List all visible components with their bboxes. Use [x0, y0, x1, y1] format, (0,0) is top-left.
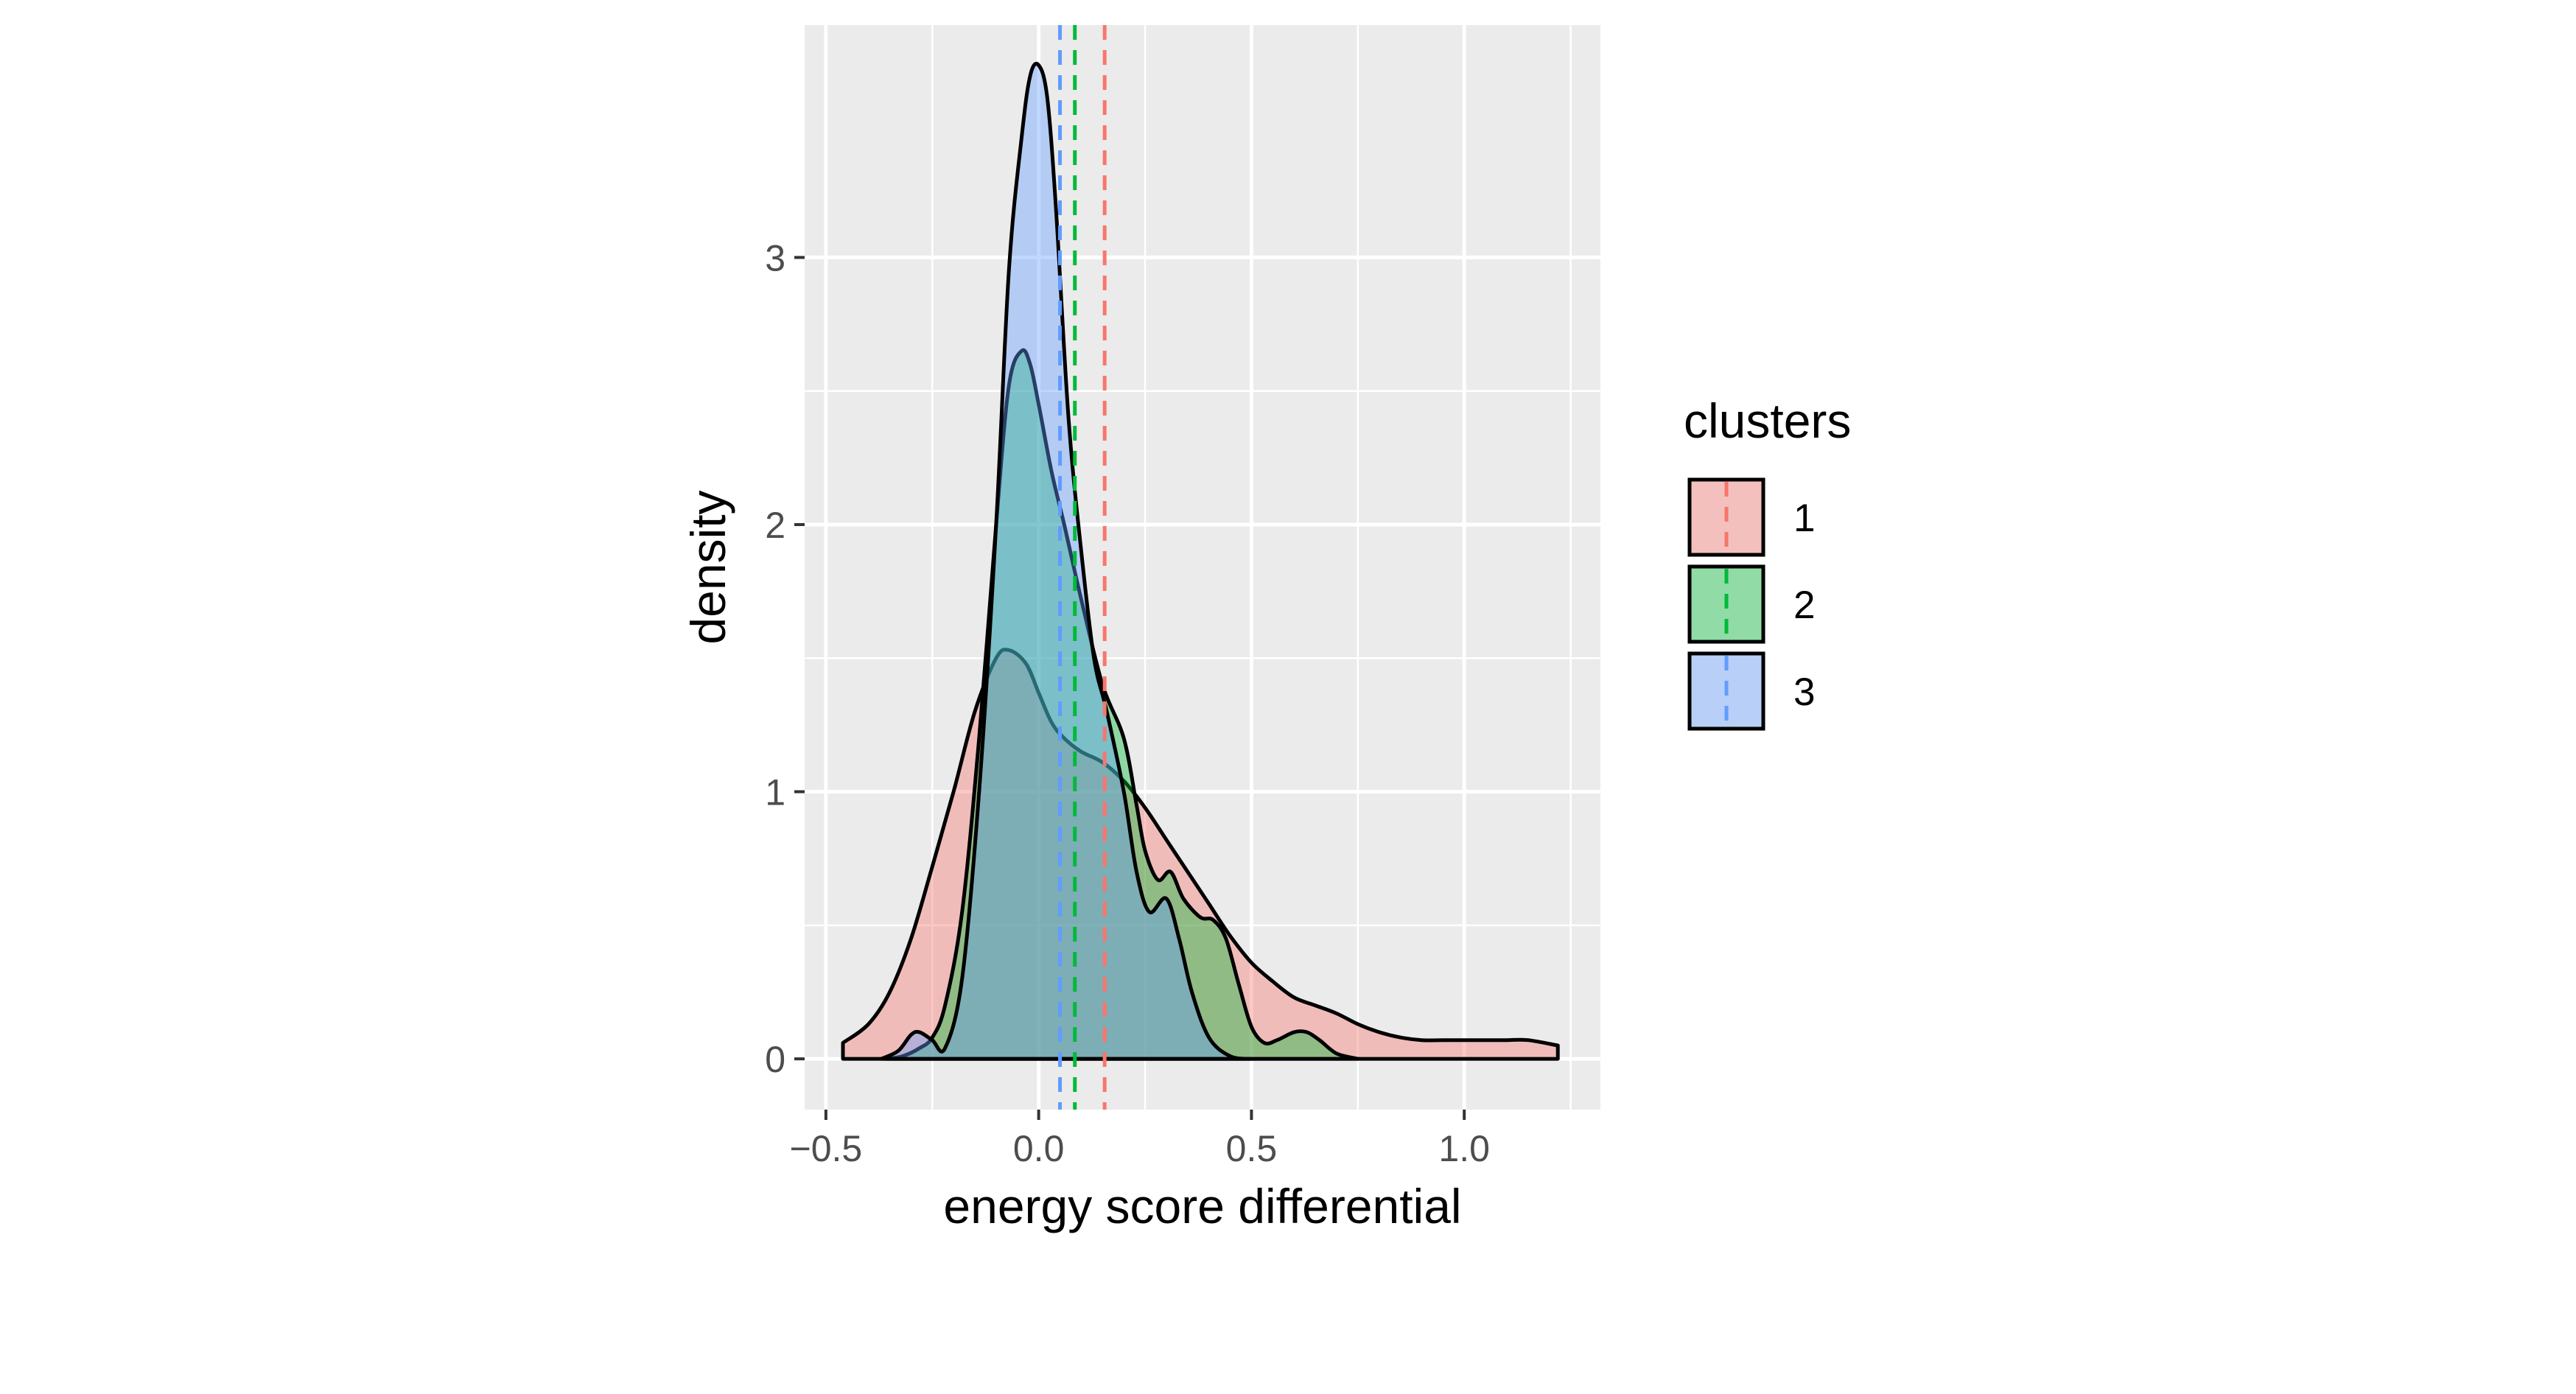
- x-tick-label: −0.5: [790, 1128, 863, 1169]
- legend-label-cluster-3: 3: [1793, 670, 1815, 714]
- x-tick-label: 0.0: [1013, 1128, 1065, 1169]
- legend-label-cluster-1: 1: [1793, 497, 1815, 540]
- x-tick-label: 0.5: [1226, 1128, 1278, 1169]
- density-area-cluster-3: [879, 61, 1253, 1061]
- axes: −0.5 0.0 0.5 1.0 0 1 2 3: [765, 237, 1490, 1169]
- legend-title: clusters: [1684, 393, 1851, 448]
- y-tick-label: 3: [765, 237, 785, 279]
- y-axis-title: density: [681, 490, 735, 644]
- y-tick-label: 0: [765, 1039, 785, 1080]
- density-area-cluster-1: [841, 648, 1560, 1061]
- x-tick-label: 1.0: [1438, 1128, 1490, 1169]
- y-tick-label: 1: [765, 772, 785, 813]
- plot-panel-background: [805, 25, 1600, 1110]
- legend: clusters 1 2 3: [1684, 393, 1851, 731]
- mean-lines: [1058, 25, 1107, 1110]
- legend-label-cluster-2: 2: [1793, 584, 1815, 627]
- density-areas: [841, 61, 1560, 1061]
- density-area-cluster-2: [883, 348, 1360, 1061]
- x-axis-title: energy score differential: [943, 1179, 1461, 1233]
- y-tick-label: 2: [765, 505, 785, 546]
